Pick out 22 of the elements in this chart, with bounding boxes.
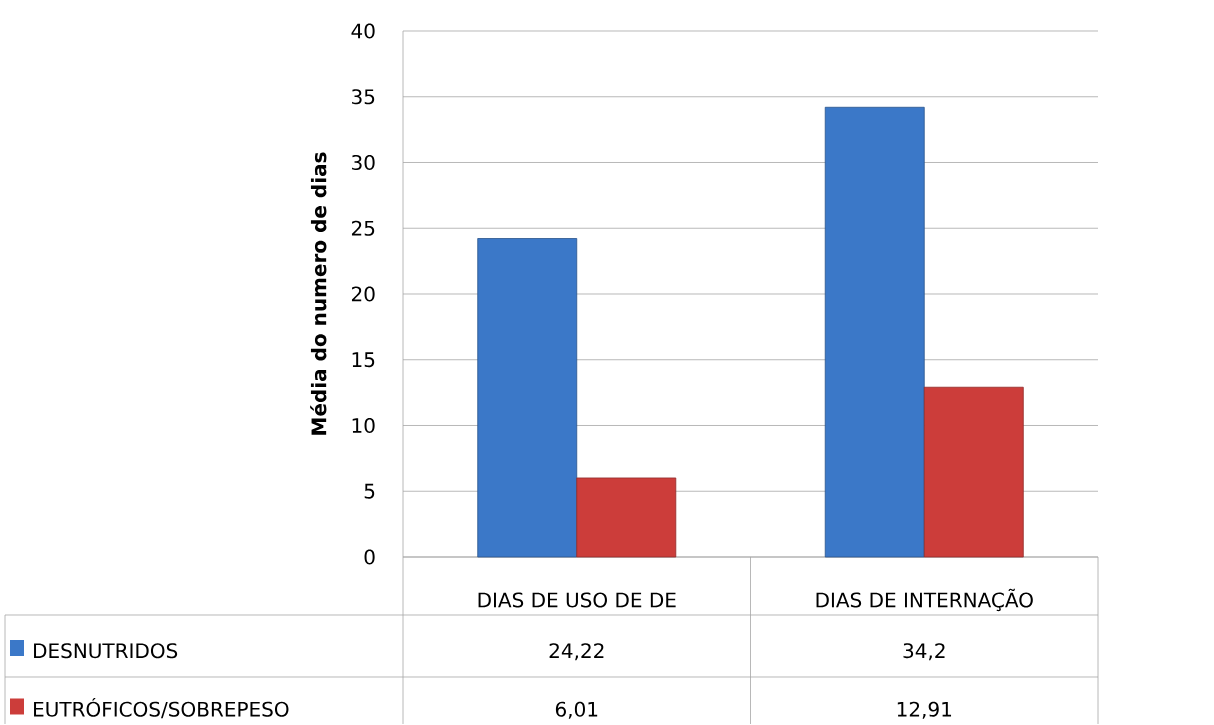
data-label: 24,22 <box>549 642 604 661</box>
bar <box>576 477 677 558</box>
y-tick-label: 10 <box>352 417 375 433</box>
bar <box>477 237 578 558</box>
y-axis-title: Média do numero de dias <box>310 152 327 435</box>
y-tick-label: 40 <box>351 23 375 39</box>
y-tick-label: 20 <box>351 286 375 302</box>
bar <box>824 106 925 558</box>
x-tick-label: DIAS DE USO DE DE <box>478 592 676 608</box>
y-tick-label: 35 <box>352 88 375 105</box>
y-tick-label: 30 <box>352 154 375 170</box>
y-tick-label: 0 <box>364 549 375 565</box>
data-label: 6,01 <box>555 701 598 719</box>
y-tick-label: 5 <box>364 483 375 499</box>
x-tick-label: DIAS DE INTERNAÇÃO <box>816 588 1033 611</box>
data-label: 34,2 <box>903 642 945 661</box>
data-label: 12,91 <box>897 701 952 719</box>
bar <box>923 386 1024 558</box>
y-tick-label: 25 <box>351 220 375 236</box>
y-tick-label: 15 <box>352 352 375 367</box>
legend-label: EUTRÓFICOS/SOBREPESO <box>34 697 289 719</box>
legend-label: DESNUTRIDOS <box>34 642 178 659</box>
